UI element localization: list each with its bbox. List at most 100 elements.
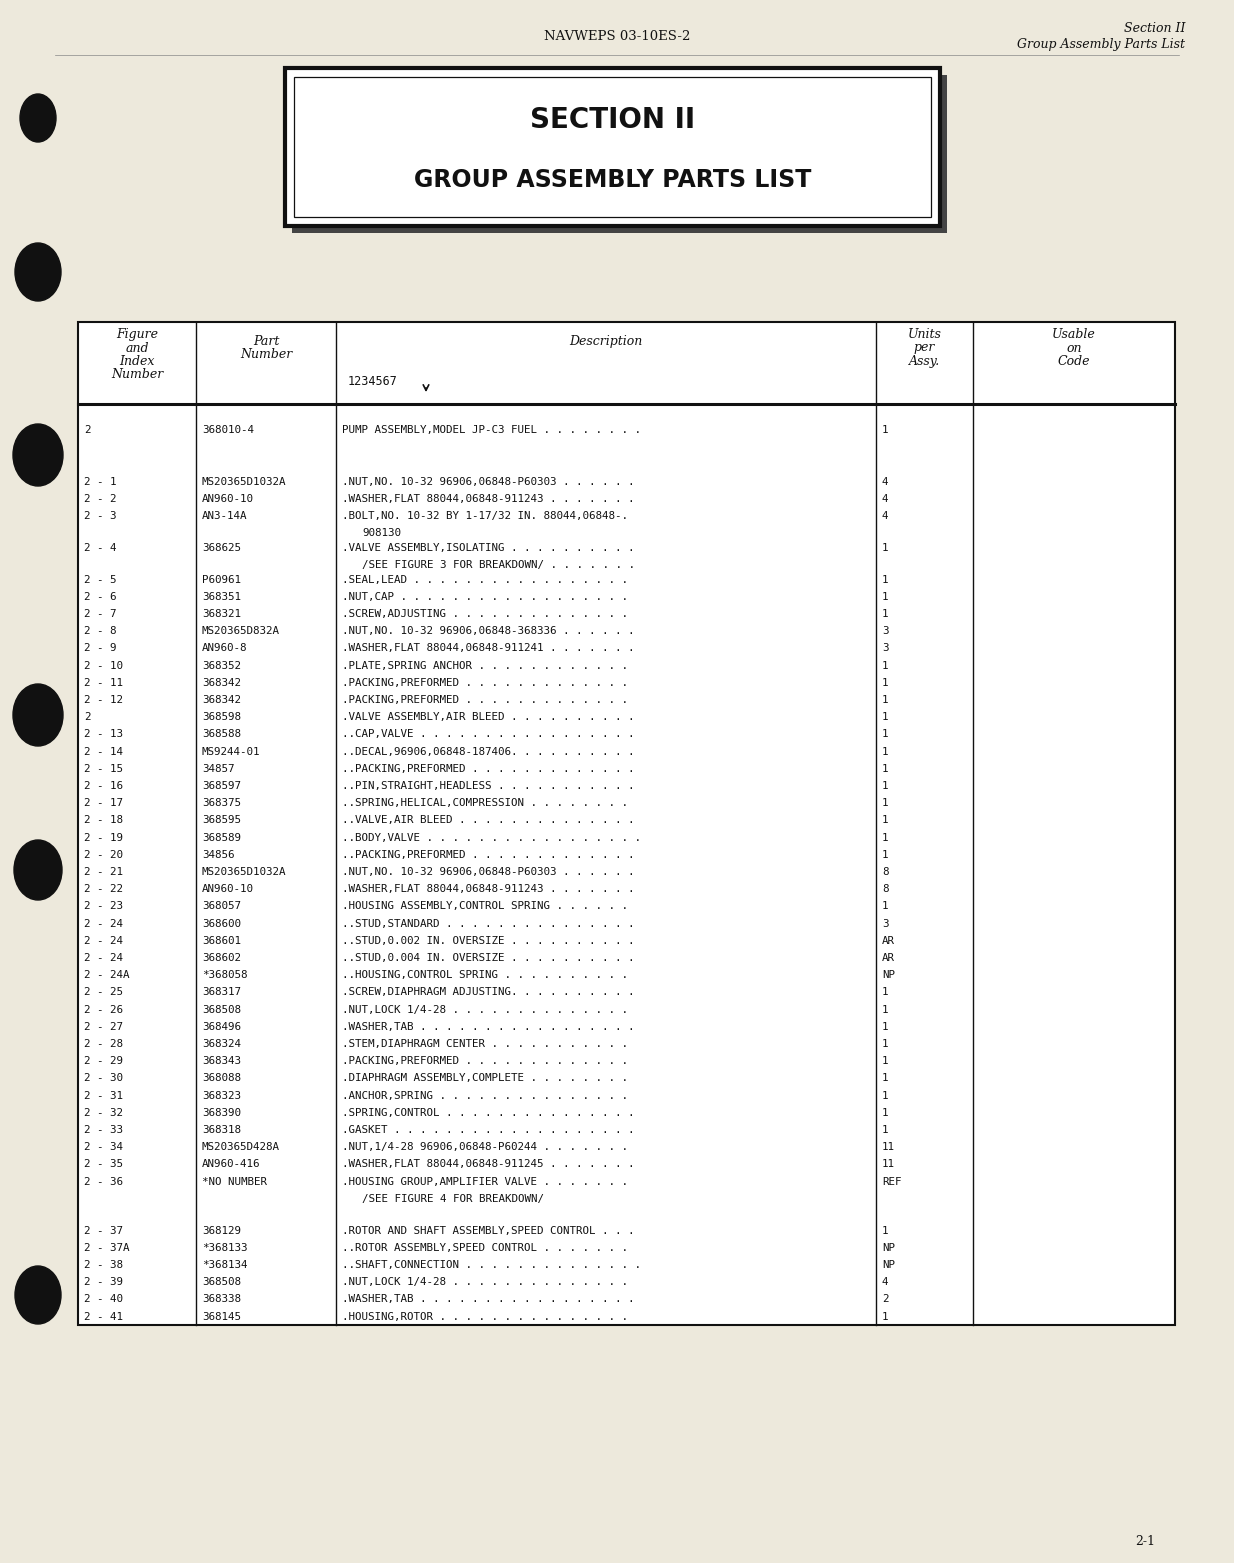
Text: 34856: 34856 [202,850,234,860]
Text: 368508: 368508 [202,1005,241,1014]
Text: .PLATE,SPRING ANCHOR . . . . . . . . . . . .: .PLATE,SPRING ANCHOR . . . . . . . . . .… [342,661,628,671]
Text: .VALVE ASSEMBLY,ISOLATING . . . . . . . . . .: .VALVE ASSEMBLY,ISOLATING . . . . . . . … [342,542,634,553]
Text: 2 - 37: 2 - 37 [84,1225,123,1235]
Text: /SEE FIGURE 4 FOR BREAKDOWN/: /SEE FIGURE 4 FOR BREAKDOWN/ [362,1194,544,1204]
Text: 908130: 908130 [362,528,401,538]
Text: 1: 1 [882,678,888,688]
Text: 2 - 24: 2 - 24 [84,919,123,928]
Text: and: and [125,341,149,355]
Text: 2 - 15: 2 - 15 [84,764,123,774]
Text: 2: 2 [84,425,90,435]
Text: 368508: 368508 [202,1277,241,1286]
Text: .NUT,NO. 10-32 96906,06848-P60303 . . . . . .: .NUT,NO. 10-32 96906,06848-P60303 . . . … [342,867,634,877]
Text: 2 - 25: 2 - 25 [84,988,123,997]
Text: .GASKET . . . . . . . . . . . . . . . . . . .: .GASKET . . . . . . . . . . . . . . . . … [342,1125,634,1135]
Text: Assy.: Assy. [909,355,940,367]
Text: PUMP ASSEMBLY,MODEL JP-C3 FUEL . . . . . . . .: PUMP ASSEMBLY,MODEL JP-C3 FUEL . . . . .… [342,425,640,435]
Text: 1: 1 [882,1108,888,1118]
Text: 2 - 33: 2 - 33 [84,1125,123,1135]
Text: MS20365D832A: MS20365D832A [202,627,280,636]
Text: 368589: 368589 [202,833,241,842]
Text: 1: 1 [882,575,888,585]
Text: 368338: 368338 [202,1294,241,1304]
Text: .WASHER,FLAT 88044,06848-911241 . . . . . . .: .WASHER,FLAT 88044,06848-911241 . . . . … [342,644,634,653]
Text: GROUP ASSEMBLY PARTS LIST: GROUP ASSEMBLY PARTS LIST [413,167,811,192]
Text: 1: 1 [882,610,888,619]
Text: 2 - 20: 2 - 20 [84,850,123,860]
Ellipse shape [15,1266,60,1324]
Text: .WASHER,FLAT 88044,06848-911243 . . . . . . .: .WASHER,FLAT 88044,06848-911243 . . . . … [342,494,634,503]
Text: 2 - 24A: 2 - 24A [84,971,130,980]
Text: 2 - 3: 2 - 3 [84,511,116,520]
Text: 2 - 32: 2 - 32 [84,1108,123,1118]
Text: 368351: 368351 [202,592,241,602]
Text: 3: 3 [882,627,888,636]
Text: 2-1: 2-1 [1135,1535,1155,1547]
Text: 368145: 368145 [202,1311,241,1321]
Text: 2 - 14: 2 - 14 [84,747,123,756]
Text: 2 - 16: 2 - 16 [84,782,123,791]
Text: 368317: 368317 [202,988,241,997]
Text: 2 - 38: 2 - 38 [84,1260,123,1269]
Text: MS20365D1032A: MS20365D1032A [202,477,286,486]
Text: .SCREW,ADJUSTING . . . . . . . . . . . . . .: .SCREW,ADJUSTING . . . . . . . . . . . .… [342,610,628,619]
Text: 2 - 10: 2 - 10 [84,661,123,671]
Text: .PACKING,PREFORMED . . . . . . . . . . . . .: .PACKING,PREFORMED . . . . . . . . . . .… [342,678,628,688]
Text: .WASHER,TAB . . . . . . . . . . . . . . . . .: .WASHER,TAB . . . . . . . . . . . . . . … [342,1022,634,1032]
Text: Units: Units [907,328,942,341]
Text: ..CAP,VALVE . . . . . . . . . . . . . . . . .: ..CAP,VALVE . . . . . . . . . . . . . . … [342,730,634,739]
Text: 2 - 36: 2 - 36 [84,1177,123,1186]
Text: 2 - 4: 2 - 4 [84,542,116,553]
Text: NAVWEPS 03-10ES-2: NAVWEPS 03-10ES-2 [544,30,690,44]
Text: 2 - 40: 2 - 40 [84,1294,123,1304]
Text: .DIAPHRAGM ASSEMBLY,COMPLETE . . . . . . . .: .DIAPHRAGM ASSEMBLY,COMPLETE . . . . . .… [342,1074,628,1083]
Text: 1: 1 [882,1074,888,1083]
Text: ..PACKING,PREFORMED . . . . . . . . . . . . .: ..PACKING,PREFORMED . . . . . . . . . . … [342,850,634,860]
Text: 368600: 368600 [202,919,241,928]
Text: 2 - 31: 2 - 31 [84,1091,123,1100]
Text: 368318: 368318 [202,1125,241,1135]
Text: 2 - 28: 2 - 28 [84,1039,123,1049]
Text: ..HOUSING,CONTROL SPRING . . . . . . . . . .: ..HOUSING,CONTROL SPRING . . . . . . . .… [342,971,628,980]
Text: .WASHER,FLAT 88044,06848-911245 . . . . . . .: .WASHER,FLAT 88044,06848-911245 . . . . … [342,1160,634,1169]
Text: Part: Part [253,334,279,347]
Text: 2 - 41: 2 - 41 [84,1311,123,1321]
Text: 4: 4 [882,494,888,503]
Text: 2 - 30: 2 - 30 [84,1074,123,1083]
Text: .NUT,NO. 10-32 96906,06848-P60303 . . . . . .: .NUT,NO. 10-32 96906,06848-P60303 . . . … [342,477,634,486]
Text: 368602: 368602 [202,953,241,963]
Text: 2 - 23: 2 - 23 [84,902,123,911]
Text: .HOUSING GROUP,AMPLIFIER VALVE . . . . . . .: .HOUSING GROUP,AMPLIFIER VALVE . . . . .… [342,1177,628,1186]
Text: ..PACKING,PREFORMED . . . . . . . . . . . . .: ..PACKING,PREFORMED . . . . . . . . . . … [342,764,634,774]
Text: per: per [914,341,935,355]
Text: 2 - 11: 2 - 11 [84,678,123,688]
Text: 368057: 368057 [202,902,241,911]
Text: 368010-4: 368010-4 [202,425,254,435]
Text: 2 - 29: 2 - 29 [84,1057,123,1066]
Text: AN960-10: AN960-10 [202,885,254,894]
Text: 368129: 368129 [202,1225,241,1235]
Text: ..STUD,STANDARD . . . . . . . . . . . . . . .: ..STUD,STANDARD . . . . . . . . . . . . … [342,919,634,928]
Text: *368133: *368133 [202,1243,248,1252]
Text: 1: 1 [882,542,888,553]
Text: 1: 1 [882,1311,888,1321]
Text: MS20365D1032A: MS20365D1032A [202,867,286,877]
Text: 1: 1 [882,661,888,671]
Text: 1: 1 [882,592,888,602]
Text: Description: Description [569,334,643,347]
Text: 1: 1 [882,833,888,842]
Text: 368375: 368375 [202,799,241,808]
Text: 2 - 22: 2 - 22 [84,885,123,894]
Text: 2 - 17: 2 - 17 [84,799,123,808]
Text: on: on [1066,341,1082,355]
Text: ..PIN,STRAIGHT,HEADLESS . . . . . . . . . . .: ..PIN,STRAIGHT,HEADLESS . . . . . . . . … [342,782,634,791]
Text: 368597: 368597 [202,782,241,791]
Text: 1: 1 [882,1057,888,1066]
Text: NP: NP [882,971,895,980]
Text: ..VALVE,AIR BLEED . . . . . . . . . . . . . .: ..VALVE,AIR BLEED . . . . . . . . . . . … [342,816,634,825]
Text: .NUT,LOCK 1/4-28 . . . . . . . . . . . . . .: .NUT,LOCK 1/4-28 . . . . . . . . . . . .… [342,1277,628,1286]
Text: ..DECAL,96906,06848-187406. . . . . . . . . .: ..DECAL,96906,06848-187406. . . . . . . … [342,747,634,756]
Text: .BOLT,NO. 10-32 BY 1-17/32 IN. 88044,06848-.: .BOLT,NO. 10-32 BY 1-17/32 IN. 88044,068… [342,511,628,520]
Text: AN960-10: AN960-10 [202,494,254,503]
Text: 2 - 6: 2 - 6 [84,592,116,602]
